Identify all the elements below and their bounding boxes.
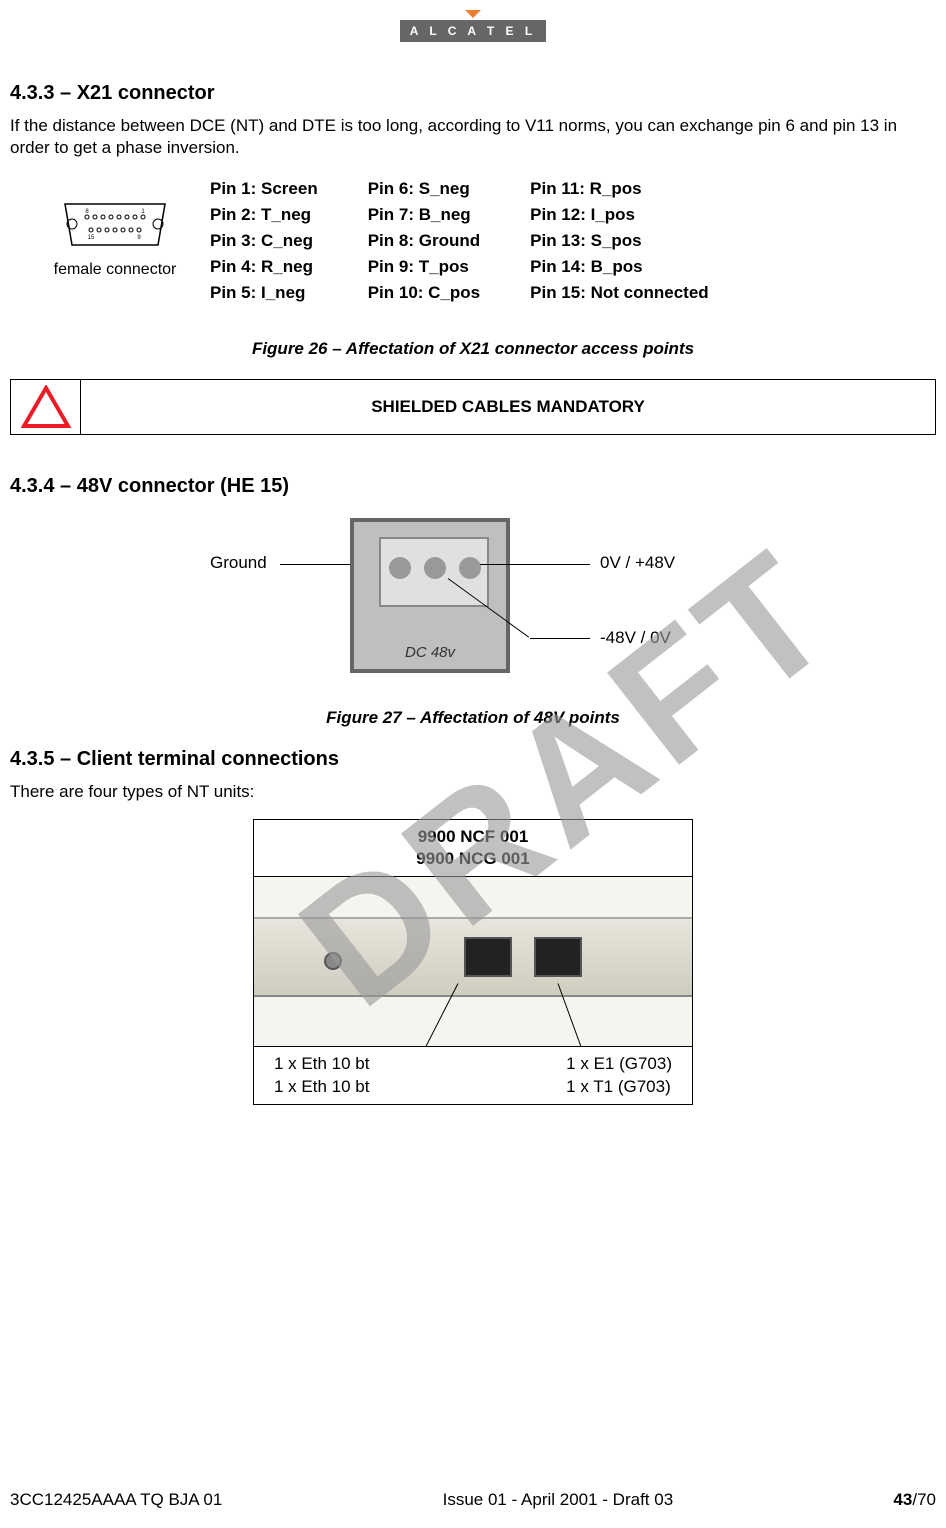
page-number: 43/70 [893,1490,936,1510]
leader-line [530,638,590,639]
pin-cell: Pin 12: I_pos [530,205,709,225]
port-label: 1 x Eth 10 bt [274,1076,369,1098]
pin-cell: Pin 7: B_neg [368,205,480,225]
heading-433: 4.3.3 – X21 connector [10,82,936,105]
heading-435: 4.3.5 – Client terminal connections [10,748,936,771]
dc-48v-label: DC 48v [354,644,506,661]
pin-cell: Pin 5: I_neg [210,283,318,303]
svg-text:1: 1 [141,209,145,215]
figure-26-caption: Figure 26 – Affectation of X21 connector… [10,339,936,359]
issue-info: Issue 01 - April 2001 - Draft 03 [443,1490,674,1510]
pin-cell: Pin 10: C_pos [368,283,480,303]
pin-col-1: Pin 1: Screen Pin 2: T_neg Pin 3: C_neg … [210,173,318,309]
pin-cell: Pin 14: B_pos [530,257,709,277]
pin-cell: Pin 11: R_pos [530,179,709,199]
svg-text:9: 9 [137,235,141,241]
connector-48v-diagram: Ground DC 48v 0V / +48V -48V / 0V [10,518,936,698]
body-433: If the distance between DCE (NT) and DTE… [10,115,936,159]
female-connector-diagram: 8 1 15 9 female connector [50,202,180,281]
page-current: 43 [893,1490,912,1509]
label-0v-48v: 0V / +48V [600,553,675,573]
leader-line [480,564,590,565]
pin-columns: Pin 1: Screen Pin 2: T_neg Pin 3: C_neg … [210,173,709,309]
port-label: 1 x Eth 10 bt [274,1053,369,1075]
pin-cell: Pin 6: S_neg [368,179,480,199]
svg-text:8: 8 [85,209,89,215]
pin-cell: Pin 15: Not connected [530,283,709,303]
page-header: A L C A T E L [0,0,946,42]
pin-cell: Pin 9: T_pos [368,257,480,277]
nt-footer: 1 x Eth 10 bt 1 x Eth 10 bt 1 x E1 (G703… [254,1047,692,1103]
nt-model: 9900 NCG 001 [254,848,692,870]
alcatel-logo: A L C A T E L [400,20,546,42]
pin-cell: Pin 4: R_neg [210,257,318,277]
pin-col-2: Pin 6: S_neg Pin 7: B_neg Pin 8: Ground … [368,173,480,309]
nt-footer-left: 1 x Eth 10 bt 1 x Eth 10 bt [274,1053,369,1097]
connector-label: female connector [50,260,180,281]
pin-cell: Pin 2: T_neg [210,205,318,225]
body-435: There are four types of NT units: [10,781,936,803]
heading-434: 4.3.4 – 48V connector (HE 15) [10,475,936,498]
warning-text: SHIELDED CABLES MANDATORY [81,380,935,434]
port-label: 1 x T1 (G703) [566,1076,672,1098]
pin-col-3: Pin 11: R_pos Pin 12: I_pos Pin 13: S_po… [530,173,709,309]
page-total: /70 [912,1490,936,1509]
pin-cell: Pin 8: Ground [368,231,480,251]
label-ground: Ground [210,553,267,573]
pin-cell: Pin 1: Screen [210,179,318,199]
figure-27-caption: Figure 27 – Affectation of 48V points [10,708,936,728]
pin-cell: Pin 3: C_neg [210,231,318,251]
db15-icon: 8 1 15 9 [60,202,170,247]
connector-48v-image: DC 48v [350,518,510,673]
doc-id: 3CC12425AAAA TQ BJA 01 [10,1490,222,1510]
nt-model: 9900 NCF 001 [254,826,692,848]
pinout-block: 8 1 15 9 female connector Pin 1: Screen … [50,173,936,309]
page-content: 4.3.3 – X21 connector If the distance be… [0,82,946,1105]
nt-device-image [254,877,692,1047]
nt-footer-right: 1 x E1 (G703) 1 x T1 (G703) [566,1053,672,1097]
port-label: 1 x E1 (G703) [566,1053,672,1075]
nt-header: 9900 NCF 001 9900 NCG 001 [254,820,692,877]
warning-triangle-icon [11,380,81,434]
page-footer: 3CC12425AAAA TQ BJA 01 Issue 01 - April … [10,1490,936,1510]
pin-cell: Pin 13: S_pos [530,231,709,251]
nt-unit-box: 9900 NCF 001 9900 NCG 001 1 x Eth 10 bt … [253,819,693,1104]
label-neg48v-0v: -48V / 0V [600,628,671,648]
warning-box: SHIELDED CABLES MANDATORY [10,379,936,435]
svg-text:15: 15 [88,235,95,241]
